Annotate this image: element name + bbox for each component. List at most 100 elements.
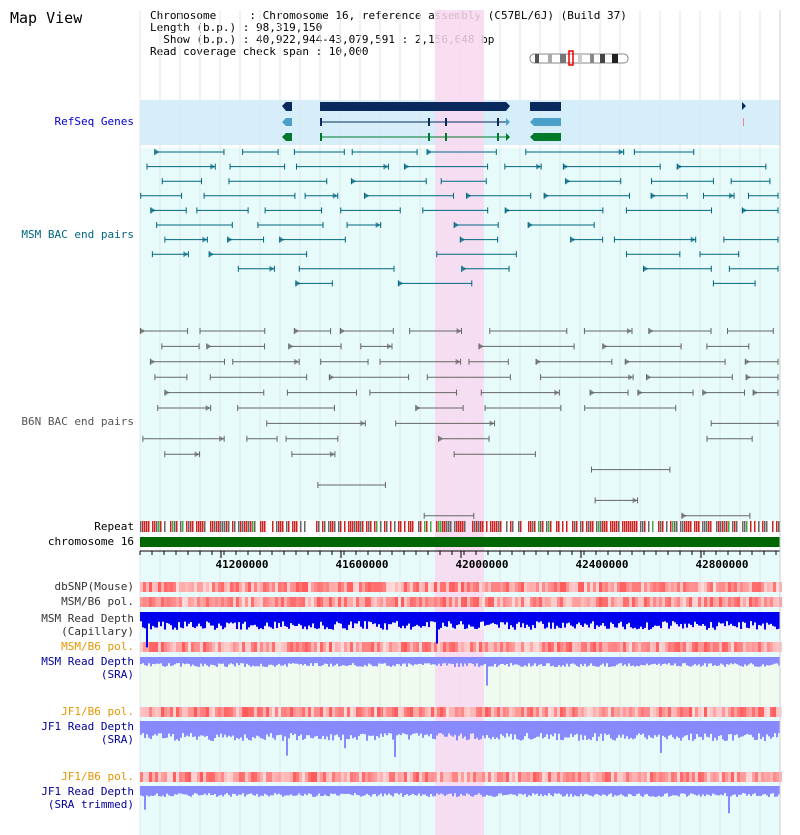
msm-depth-sra-bar — [320, 657, 322, 667]
jf1-depth-bar — [590, 721, 592, 741]
msm-depth-cap-bar — [474, 612, 476, 629]
jf1-depth-bar — [298, 721, 300, 737]
dbsnp-cell — [446, 582, 449, 592]
msm-pol-cap-cell — [698, 597, 701, 607]
dbsnp-cell — [467, 582, 470, 592]
jf1-depth-trimmed-bar — [766, 786, 768, 796]
msm-pol-sra-cell — [683, 642, 686, 652]
gene-exon — [445, 133, 447, 141]
jf1-depth-bar — [612, 721, 614, 740]
dbsnp-cell — [734, 582, 737, 592]
msm-bac-label[interactable]: MSM BAC end pairs — [21, 228, 134, 241]
jf1-depth-trimmed-bar — [196, 786, 198, 794]
msm-depth-cap-bar — [612, 612, 614, 625]
jf1-depth-bar — [674, 721, 676, 740]
msm-depth-sra-bar — [522, 657, 524, 667]
msm-depth-cap-bar — [434, 612, 436, 623]
msm-pol-cap-cell — [632, 597, 635, 607]
jf1-depth-trimmed-bar — [184, 786, 186, 795]
msm-depth-sra-bar — [464, 657, 466, 664]
refseq-genes-label[interactable]: RefSeq Genes — [54, 115, 134, 128]
jf1-depth-bar — [564, 721, 566, 738]
msm-depth-sra-bar — [160, 657, 162, 664]
msm-pol-sra-cell — [617, 642, 620, 652]
repeat-element — [404, 521, 406, 532]
msm-pol-cap-cell — [440, 597, 443, 607]
jf1-depth-bar — [480, 721, 482, 740]
msm-pol-cap-cell — [728, 597, 731, 607]
jf1-depth-trimmed-bar — [242, 786, 244, 794]
msm-bac-arrow — [677, 163, 683, 170]
msm-depth-sra-bar — [210, 657, 212, 665]
jf1-depth-bar — [616, 721, 618, 738]
jf1-pol-cell — [536, 707, 539, 717]
b6n-bac-label[interactable]: B6N BAC end pairs — [21, 415, 134, 428]
msm-depth-cap-bar — [712, 612, 714, 628]
msm-pol-sra-cell — [407, 642, 410, 652]
msm-depth-cap-bar — [350, 612, 352, 622]
dbsnp-cell — [143, 582, 146, 592]
jf1-depth-bar — [296, 721, 298, 741]
msm-depth-sra-bar — [260, 657, 262, 664]
repeat-element — [500, 521, 502, 532]
msm-pol-cap-cell — [572, 597, 575, 607]
jf1-pol-cell — [500, 707, 503, 717]
msm-depth-cap-bar — [278, 612, 280, 623]
msm-depth-sra-bar — [400, 657, 402, 667]
msm-depth-sra-bar — [508, 657, 510, 667]
repeat-element — [478, 521, 480, 532]
jf1-depth-bar — [474, 721, 476, 739]
jf1-depth-bar — [744, 721, 746, 736]
jf1-depth-trimmed-bar — [660, 786, 662, 797]
dbsnp-cell — [578, 582, 581, 592]
msm-depth-sra-bar — [556, 657, 558, 667]
jf1-depth-bar — [546, 721, 548, 735]
msm-pol-cap-cell — [152, 597, 155, 607]
dbsnp-cell — [368, 582, 371, 592]
msm-depth-sra-bar — [224, 657, 226, 667]
jf1-depth-bar — [592, 721, 594, 737]
msm-depth-sra-bar — [250, 657, 252, 667]
jf1-depth-trimmed-bar — [356, 786, 358, 795]
jf1-depth-trimmed-bar — [754, 786, 756, 794]
jf1-pol-trimmed-cell — [515, 772, 518, 782]
dbsnp-cell — [266, 582, 269, 592]
jf1-depth-bar — [368, 721, 370, 736]
msm-depth-cap-bar — [762, 612, 764, 624]
jf1-depth-trimmed-bar — [544, 786, 546, 795]
repeat-element — [180, 521, 182, 532]
msm-pol-cap-cell — [407, 597, 410, 607]
repeat-element — [726, 521, 728, 532]
jf1-pol-trimmed-cell — [152, 772, 155, 782]
jf1-depth-bar — [256, 721, 258, 736]
jf1-depth-bar — [774, 721, 776, 734]
jf1-depth-trimmed-bar — [776, 786, 778, 797]
repeat-element — [640, 521, 642, 532]
msm-pol-sra-cell — [554, 642, 557, 652]
jf1-pol-trimmed-cell — [296, 772, 299, 782]
jf1-depth-trimmed-bar — [452, 786, 454, 797]
dbsnp-cell — [245, 582, 248, 592]
jf1-pol-cell — [338, 707, 341, 717]
jf1-depth-trimmed-bar — [612, 786, 614, 797]
jf1-depth-bar — [370, 721, 372, 737]
jf1-pol-cell — [173, 707, 176, 717]
jf1-pol-trimmed-cell — [590, 772, 593, 782]
msm-depth-sra-bar — [716, 657, 718, 667]
msm-depth-cap-bar — [710, 612, 712, 623]
msm-pol-cap-cell — [701, 597, 704, 607]
jf1-depth-bar — [344, 721, 346, 749]
msm-pol-sra-cell — [716, 642, 719, 652]
msm-depth-cap-bar — [356, 612, 358, 624]
msm-pol-sra-cell — [752, 642, 755, 652]
jf1-pol-cell — [293, 707, 296, 717]
msm-pol-cap-cell — [773, 597, 776, 607]
msm-pol-cap-cell — [668, 597, 671, 607]
jf1-pol-cell — [176, 707, 179, 717]
jf1-depth-trimmed-bar — [762, 786, 764, 795]
jf1-depth-trimmed-bar — [706, 786, 708, 795]
repeat-element — [542, 521, 544, 532]
msm-pol-cap-cell — [425, 597, 428, 607]
repeat-element — [596, 521, 598, 532]
